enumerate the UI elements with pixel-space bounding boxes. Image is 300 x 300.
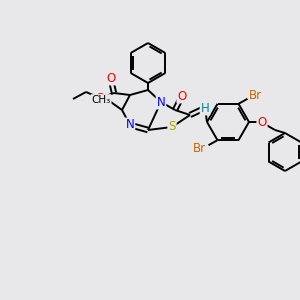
Text: N: N bbox=[157, 95, 165, 109]
Text: Br: Br bbox=[193, 142, 206, 155]
Text: S: S bbox=[168, 121, 176, 134]
Text: H: H bbox=[201, 101, 209, 115]
Text: N: N bbox=[126, 118, 134, 131]
Text: O: O bbox=[95, 92, 105, 104]
Text: O: O bbox=[106, 71, 116, 85]
Text: Br: Br bbox=[249, 89, 262, 102]
Text: O: O bbox=[177, 89, 187, 103]
Text: O: O bbox=[257, 116, 267, 128]
Text: CH₃: CH₃ bbox=[92, 95, 111, 105]
